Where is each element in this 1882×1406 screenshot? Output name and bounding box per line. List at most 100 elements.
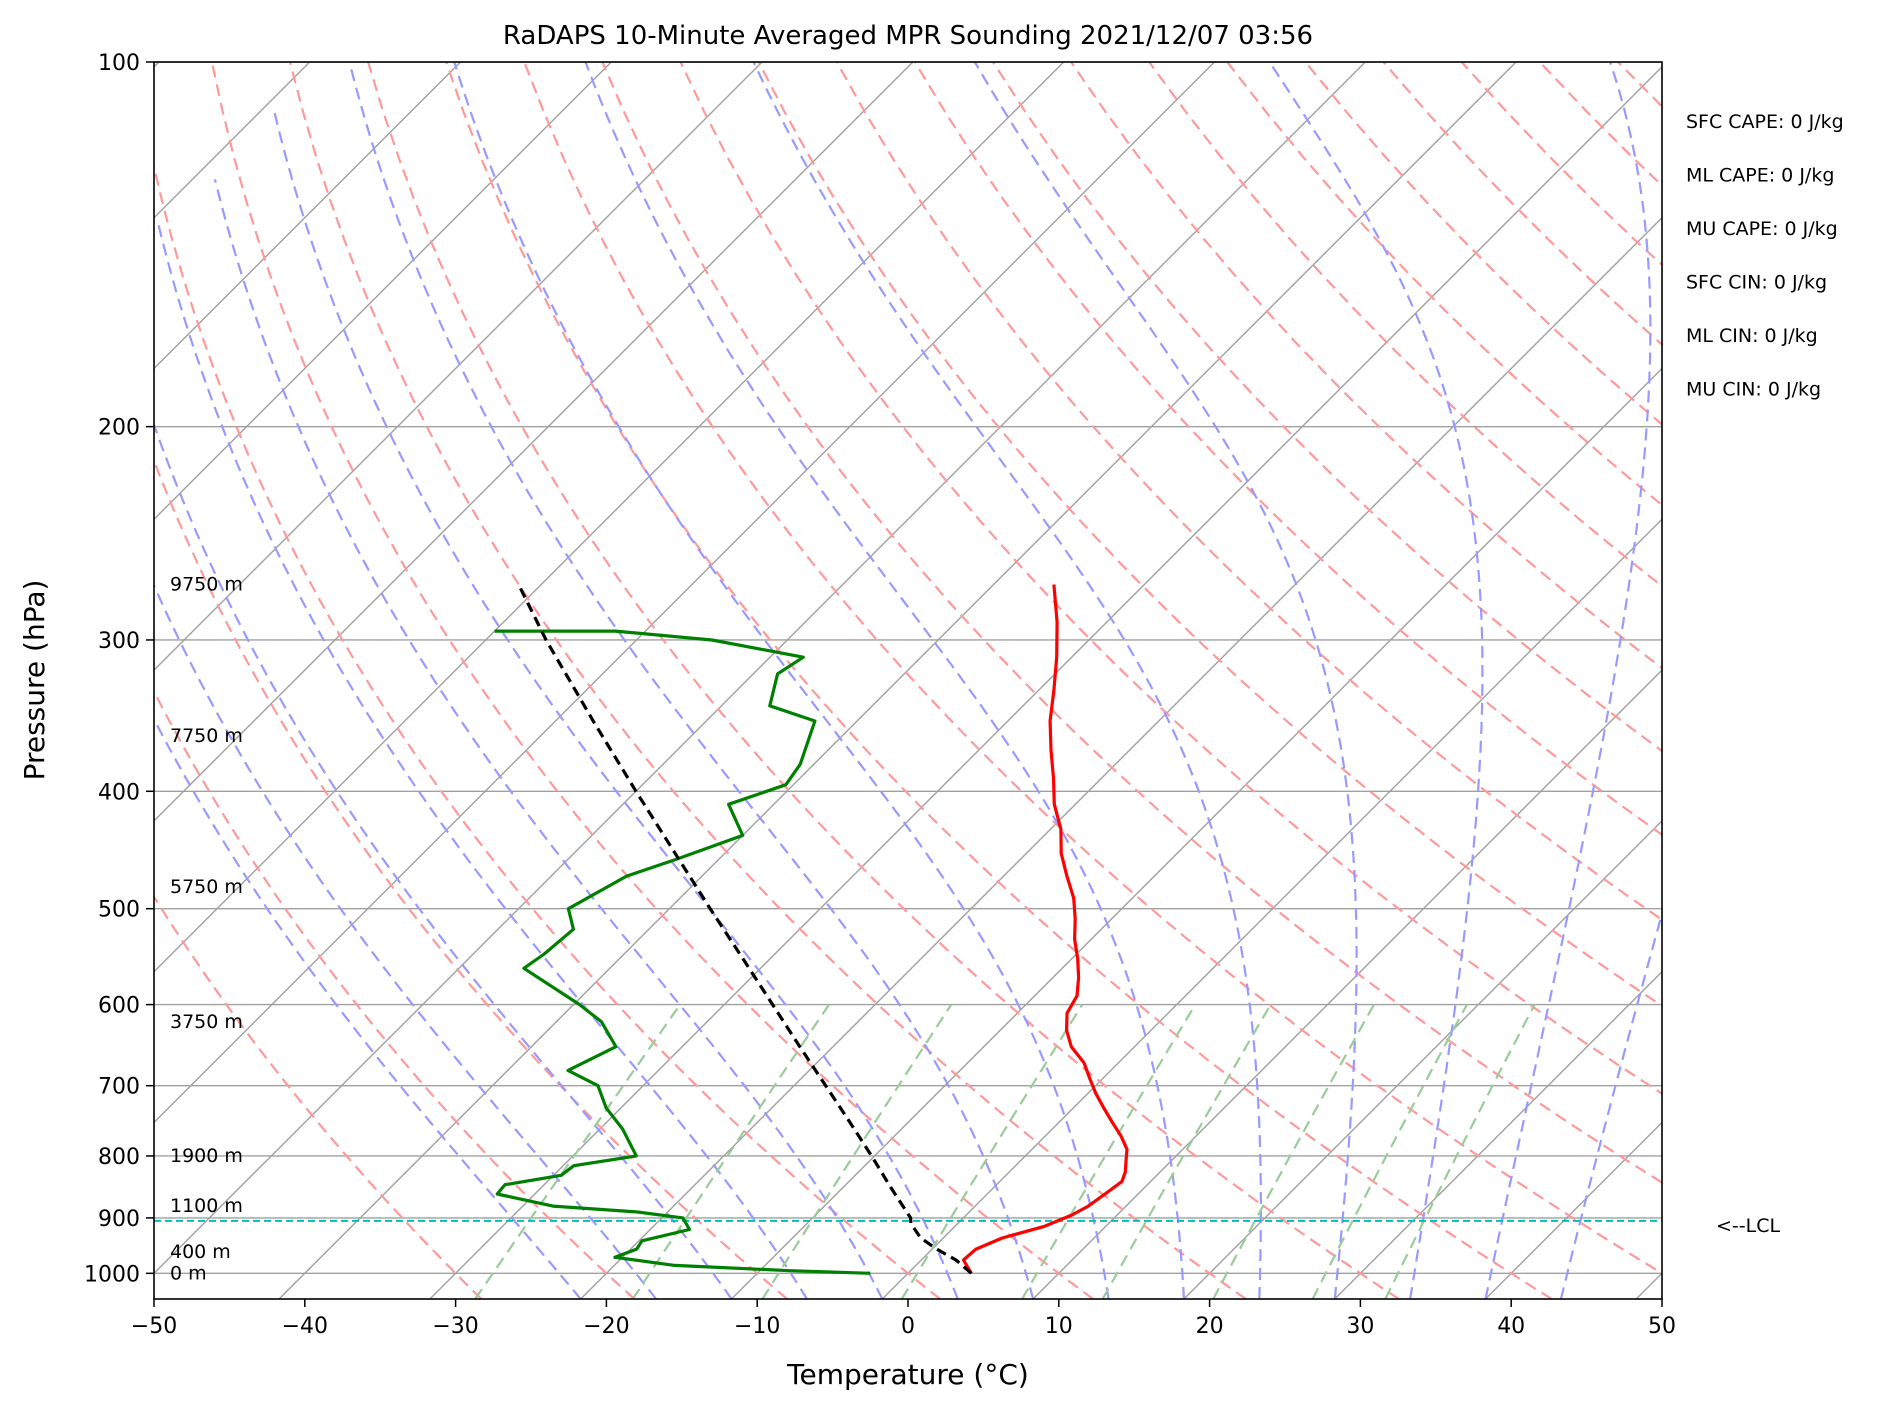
moist-adiabat <box>154 582 657 1299</box>
dry-adiabat <box>523 62 1662 1275</box>
x-tick-label: 10 <box>1045 1314 1073 1339</box>
mixing-ratio-line <box>1021 1004 1197 1299</box>
y-tick-label: 700 <box>98 1075 140 1100</box>
isotherm-line <box>154 62 612 521</box>
dry-adiabat <box>154 457 788 1299</box>
x-tick-label: 30 <box>1346 1314 1374 1339</box>
x-tick-label: 0 <box>901 1314 915 1339</box>
x-tick-label: −30 <box>432 1314 478 1339</box>
y-tick-label: 900 <box>98 1207 140 1232</box>
dry-adiabat <box>992 62 1662 753</box>
x-tick-label: 40 <box>1497 1314 1525 1339</box>
isotherm-line <box>580 216 1662 1299</box>
y-axis-ticks: 100 200 300 400 500 600 700 800 900 1000 <box>84 51 154 1287</box>
mixing-ratio-line <box>474 1003 682 1299</box>
x-axis-ticks: −50 −40 −30 −20 −10 0 10 20 30 40 50 <box>131 1299 1676 1339</box>
lcl-label: <--LCL <box>1716 1215 1780 1237</box>
moist-adiabat <box>213 179 884 1299</box>
isotherm-line <box>881 518 1662 1299</box>
isotherm-line <box>154 62 461 370</box>
y-tick-label: 500 <box>98 898 140 923</box>
dry-adiabat <box>1070 62 1662 670</box>
x-tick-label: −20 <box>583 1314 629 1339</box>
index-label: MU CIN: 0 J/kg <box>1686 379 1821 401</box>
moist-adiabat <box>453 62 1110 1299</box>
height-label: 1100 m <box>170 1195 243 1217</box>
y-tick-label: 400 <box>98 780 140 805</box>
index-label: SFC CIN: 0 J/kg <box>1686 272 1827 294</box>
x-tick-label: −40 <box>282 1314 328 1339</box>
dry-adiabat <box>601 62 1662 1184</box>
x-tick-label: −10 <box>734 1314 780 1339</box>
x-tick-label: 20 <box>1196 1314 1224 1339</box>
data-lines <box>154 583 1662 1275</box>
height-label: 400 m <box>170 1241 231 1263</box>
y-tick-label: 200 <box>98 416 140 441</box>
dry-adiabat <box>1304 62 1662 426</box>
y-tick-label: 300 <box>98 629 140 654</box>
dry-adiabat <box>1460 62 1662 267</box>
temperature-line <box>961 584 1129 1275</box>
parcel-path-line <box>517 583 973 1275</box>
isotherm-line <box>154 62 914 822</box>
moist-adiabat <box>973 62 1358 1299</box>
y-tick-label: 800 <box>98 1145 140 1170</box>
height-label: 5750 m <box>170 876 243 898</box>
moist-adiabat <box>154 716 582 1299</box>
moist-adiabat <box>156 219 808 1299</box>
dry-adiabat <box>1538 62 1662 188</box>
mixing-ratio-line <box>1384 1004 1536 1299</box>
x-axis-label: Temperature (°C) <box>786 1358 1029 1391</box>
isotherm-line <box>1032 669 1662 1299</box>
height-label: 0 m <box>170 1262 207 1284</box>
index-label: ML CAPE: 0 J/kg <box>1686 165 1834 187</box>
isotherm-line <box>1787 62 1882 1299</box>
moist-adiabat <box>348 62 1035 1299</box>
dry-adiabat <box>154 894 483 1299</box>
isotherm-line <box>278 62 1517 1299</box>
dry-adiabat <box>835 62 1662 922</box>
isotherm-line <box>1485 1121 1662 1299</box>
height-label: 1900 m <box>170 1145 243 1167</box>
isotherm-line <box>1635 1272 1662 1299</box>
dry-adiabat <box>1226 62 1662 507</box>
mixing-ratio-line <box>631 1003 831 1299</box>
index-label: ML CIN: 0 J/kg <box>1686 325 1818 347</box>
dry-adiabat <box>367 62 1400 1299</box>
moist-adiabat <box>1484 62 1652 1299</box>
isotherm-line <box>429 65 1662 1299</box>
plot-frame <box>153 61 1663 1300</box>
height-label: 3750 m <box>170 1011 243 1033</box>
index-label: MU CAPE: 0 J/kg <box>1686 218 1838 240</box>
mixing-ratio-line <box>1311 1004 1468 1299</box>
moist-adiabat <box>1559 909 1662 1299</box>
dry-adiabat <box>445 62 1553 1299</box>
moist-adiabat <box>752 62 1263 1299</box>
dry-adiabat <box>154 162 941 1299</box>
mixing-ratio-line <box>1101 1004 1272 1299</box>
dry-adiabat <box>154 689 636 1299</box>
isotherm-line <box>154 62 1366 1275</box>
y-tick-label: 100 <box>98 51 140 76</box>
isotherm-line <box>154 62 1215 1124</box>
mixing-ratio-line <box>1212 1004 1375 1299</box>
height-label: 7750 m <box>170 725 243 747</box>
x-tick-label: −50 <box>131 1314 177 1339</box>
isotherm-line <box>1334 970 1662 1299</box>
isotherm-line <box>154 62 763 672</box>
stability-indices: SFC CAPE: 0 J/kg ML CAPE: 0 J/kg MU CAPE: … <box>1686 111 1844 401</box>
dry-adiabat <box>1617 62 1662 109</box>
height-label: 9750 m <box>170 574 243 596</box>
x-tick-label: 50 <box>1648 1314 1676 1339</box>
dry-adiabat <box>210 62 1094 1299</box>
isotherm-line <box>154 62 1065 973</box>
dry-adiabat <box>1696 62 1882 1299</box>
moist-adiabat <box>273 111 959 1299</box>
y-tick-label: 1000 <box>84 1262 140 1287</box>
dry-adiabat <box>679 62 1662 1095</box>
mixing-ratio-line <box>761 1003 953 1299</box>
dry-adiabat <box>913 62 1662 837</box>
moist-adiabat <box>1268 62 1484 1299</box>
